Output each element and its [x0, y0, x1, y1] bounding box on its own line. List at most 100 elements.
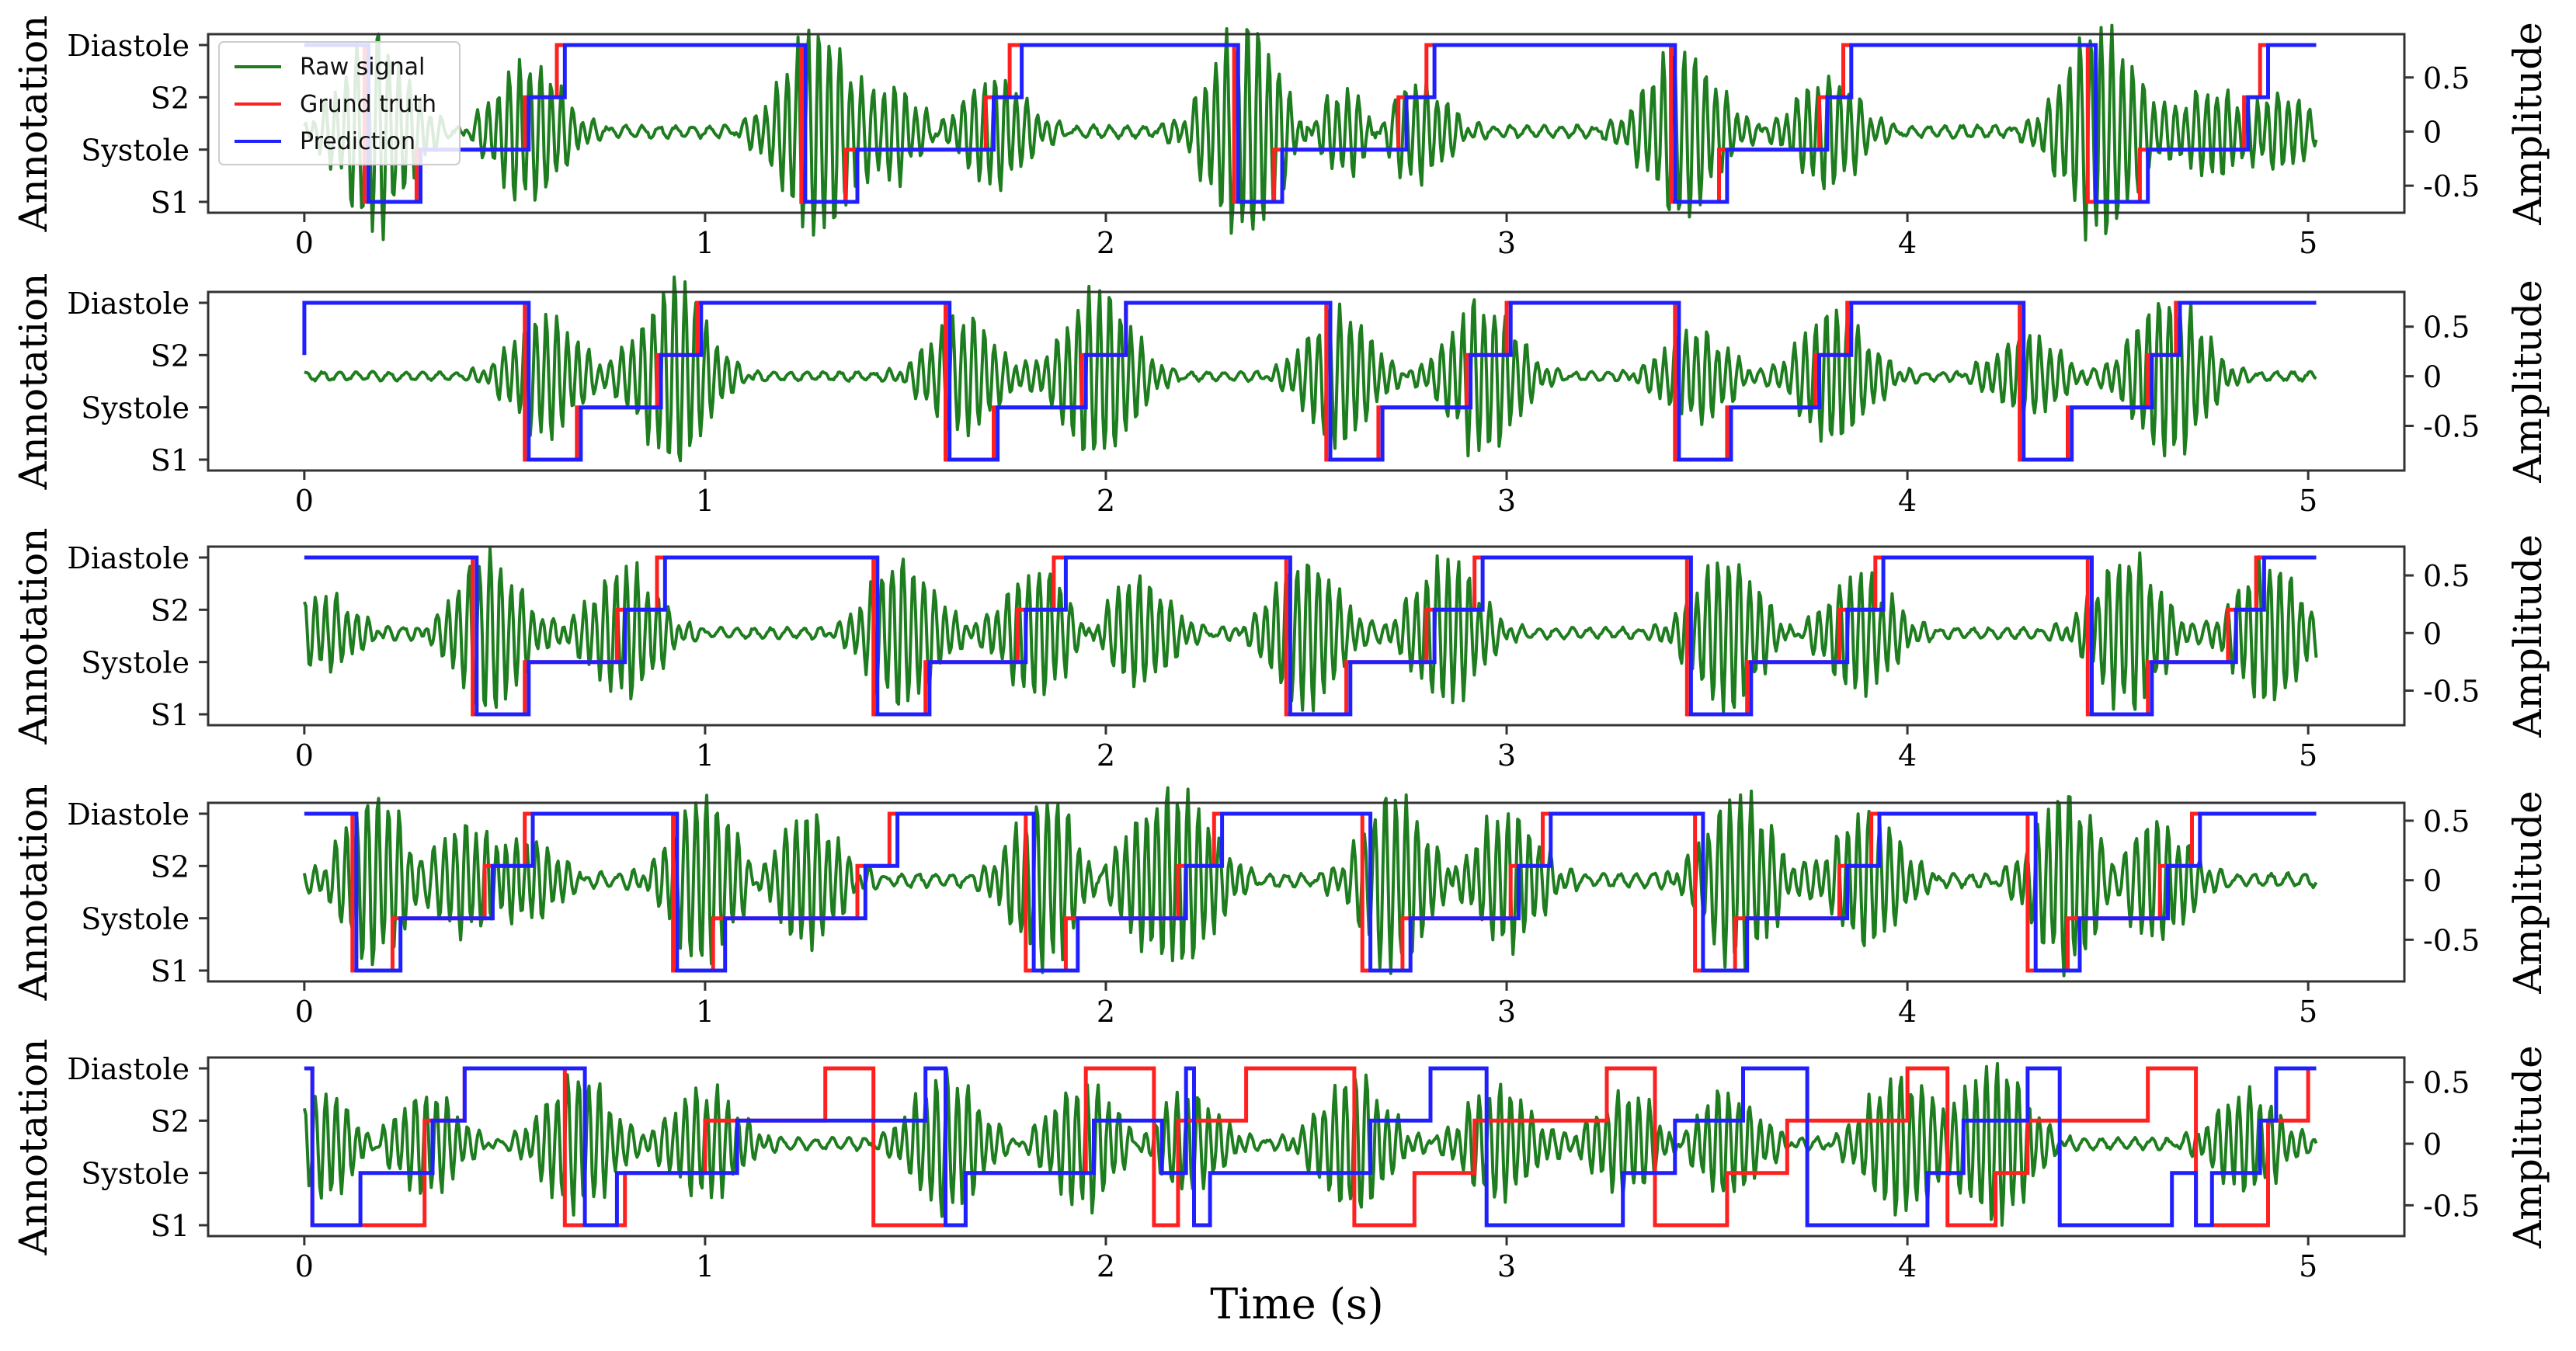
x-axis-label: Time (s) — [1210, 1280, 1383, 1328]
panel-2: S1 Systole S2 Diastole Annotation -0.5 0 0.5 Amp… — [11, 273, 2550, 518]
ground-truth-line-panel-5 — [304, 1066, 2317, 1228]
x-tick-label-panel-5: 0 — [295, 1249, 314, 1283]
state-label-s2-panel-1: S2 — [151, 81, 189, 115]
raw-signal-line-panel-3 — [303, 547, 2318, 714]
left-axis-title-panel-3: Annotation — [11, 528, 56, 745]
x-tick-label-panel-2: 2 — [1097, 484, 1115, 518]
x-tick-label-panel-1: 5 — [2299, 226, 2317, 260]
amplitude-tick-label-panel-1: -0.5 — [2423, 169, 2480, 203]
x-tick-label-panel-3: 5 — [2299, 738, 2317, 773]
state-label-s2-panel-4: S2 — [151, 849, 189, 884]
x-tick-label-panel-4: 2 — [1097, 995, 1115, 1029]
x-tick-label-panel-1: 1 — [696, 226, 714, 260]
raw-signal-line-panel-1 — [303, 23, 2318, 242]
amplitude-tick-label-panel-3: 0.5 — [2423, 559, 2470, 593]
x-tick-label-panel-3: 1 — [696, 738, 714, 773]
axes-frame-panel-5 — [207, 1056, 2406, 1238]
amplitude-tick-label-panel-3: -0.5 — [2423, 674, 2480, 708]
amplitude-tick-label-panel-1: 0 — [2423, 115, 2442, 149]
amplitude-tick-label-panel-4: -0.5 — [2423, 923, 2480, 957]
x-tick-label-panel-3: 2 — [1097, 738, 1115, 773]
x-tick-label-panel-4: 4 — [1898, 995, 1917, 1029]
raw-signal-line-panel-2 — [304, 275, 2317, 463]
x-tick-label-panel-1: 4 — [1898, 226, 1917, 260]
prediction-line-panel-5 — [304, 1066, 2317, 1228]
raw-signal-line-panel-5 — [302, 1061, 2318, 1227]
x-tick-label-panel-5: 4 — [1898, 1249, 1917, 1283]
x-tick-label-panel-4: 1 — [696, 995, 714, 1029]
right-axis-title-panel-1: Amplitude — [2505, 22, 2550, 225]
panels-group: S1 Systole S2 Diastole Annotation -0.5 0 0.5 Amp… — [11, 16, 2550, 1283]
state-label-s1-panel-2: S1 — [151, 443, 189, 478]
axes-frame-panel-4 — [207, 801, 2406, 983]
raw-signal-line-panel-4 — [302, 786, 2318, 978]
ground-truth-line-panel-1 — [304, 43, 2317, 204]
state-label-s1-panel-4: S1 — [151, 954, 189, 988]
x-tick-label-panel-3: 3 — [1497, 738, 1516, 773]
state-label-diastole-panel-4: Diastole — [67, 797, 189, 832]
amplitude-tick-label-panel-5: 0.5 — [2423, 1066, 2470, 1100]
state-label-s1-panel-3: S1 — [151, 698, 189, 732]
x-tick-label-panel-4: 3 — [1497, 995, 1516, 1029]
x-tick-label-panel-2: 0 — [295, 484, 314, 518]
legend-prediction-label: Prediction — [300, 128, 415, 155]
legend: Raw signal Grund truth Prediction — [218, 41, 461, 165]
amplitude-tick-label-panel-2: -0.5 — [2423, 410, 2480, 444]
amplitude-tick-label-panel-2: 0.5 — [2423, 311, 2470, 345]
state-label-s1-panel-5: S1 — [151, 1209, 189, 1243]
state-label-diastole-panel-3: Diastole — [67, 541, 189, 575]
state-label-systole-panel-4: Systole — [81, 902, 189, 936]
legend-ground-truth-label: Grund truth — [300, 91, 436, 118]
amplitude-tick-label-panel-5: 0 — [2423, 1127, 2442, 1162]
state-label-diastole-panel-1: Diastole — [67, 29, 189, 63]
x-tick-label-panel-2: 5 — [2299, 484, 2317, 518]
state-label-s2-panel-2: S2 — [151, 339, 189, 373]
prediction-line-panel-4 — [304, 811, 2317, 973]
prediction-line-panel-2 — [302, 300, 2317, 462]
state-label-systole-panel-1: Systole — [81, 134, 189, 168]
legend-raw-signal-label: Raw signal — [300, 54, 425, 81]
x-tick-label-panel-2: 3 — [1497, 484, 1516, 518]
amplitude-tick-label-panel-4: 0 — [2423, 864, 2442, 898]
x-tick-label-panel-2: 4 — [1898, 484, 1917, 518]
x-tick-label-panel-2: 1 — [696, 484, 714, 518]
axes-frame-panel-1 — [207, 33, 2406, 214]
axes-frame-panel-2 — [207, 290, 2406, 472]
amplitude-tick-label-panel-1: 0.5 — [2423, 61, 2470, 96]
right-axis-title-panel-2: Amplitude — [2505, 280, 2550, 483]
x-tick-label-panel-4: 5 — [2299, 995, 2317, 1029]
panel-3: S1 Systole S2 Diastole Annotation -0.5 0 0.5 Amp… — [11, 528, 2550, 773]
panel-5: S1 Systole S2 Diastole Annotation -0.5 0 0.5 Amp… — [11, 1039, 2550, 1283]
left-axis-title-panel-5: Annotation — [11, 1039, 56, 1256]
x-tick-label-panel-1: 0 — [295, 226, 314, 260]
state-label-s1-panel-1: S1 — [151, 186, 189, 220]
x-tick-label-panel-5: 2 — [1097, 1249, 1115, 1283]
x-tick-label-panel-5: 5 — [2299, 1249, 2317, 1283]
amplitude-tick-label-panel-2: 0 — [2423, 360, 2442, 394]
axes-frame-panel-3 — [207, 545, 2406, 727]
x-tick-label-panel-3: 0 — [295, 738, 314, 773]
panel-4: S1 Systole S2 Diastole Annotation -0.5 0 0.5 Amp… — [11, 784, 2550, 1029]
amplitude-tick-label-panel-3: 0 — [2423, 616, 2442, 651]
left-axis-title-panel-4: Annotation — [11, 784, 56, 1002]
x-tick-label-panel-1: 3 — [1497, 226, 1516, 260]
x-tick-label-panel-4: 0 — [295, 995, 314, 1029]
state-label-s2-panel-3: S2 — [151, 593, 189, 627]
amplitude-tick-label-panel-5: -0.5 — [2423, 1189, 2480, 1223]
amplitude-tick-label-panel-4: 0.5 — [2423, 804, 2470, 839]
state-label-s2-panel-5: S2 — [151, 1104, 189, 1138]
left-axis-title-panel-2: Annotation — [11, 273, 56, 491]
x-tick-label-panel-1: 2 — [1097, 226, 1115, 260]
x-tick-label-panel-3: 4 — [1898, 738, 1917, 773]
right-axis-title-panel-4: Amplitude — [2505, 790, 2550, 994]
x-tick-label-panel-5: 1 — [696, 1249, 714, 1283]
state-label-systole-panel-5: Systole — [81, 1157, 189, 1191]
left-axis-title-panel-1: Annotation — [11, 16, 56, 233]
prediction-line-panel-3 — [304, 555, 2317, 717]
right-axis-title-panel-5: Amplitude — [2505, 1045, 2550, 1249]
state-label-systole-panel-2: Systole — [81, 391, 189, 425]
prediction-line-panel-1 — [304, 43, 2317, 204]
right-axis-title-panel-3: Amplitude — [2505, 534, 2550, 738]
x-tick-label-panel-5: 3 — [1497, 1249, 1516, 1283]
panel-1: S1 Systole S2 Diastole Annotation -0.5 0 0.5 Amp… — [11, 16, 2550, 260]
